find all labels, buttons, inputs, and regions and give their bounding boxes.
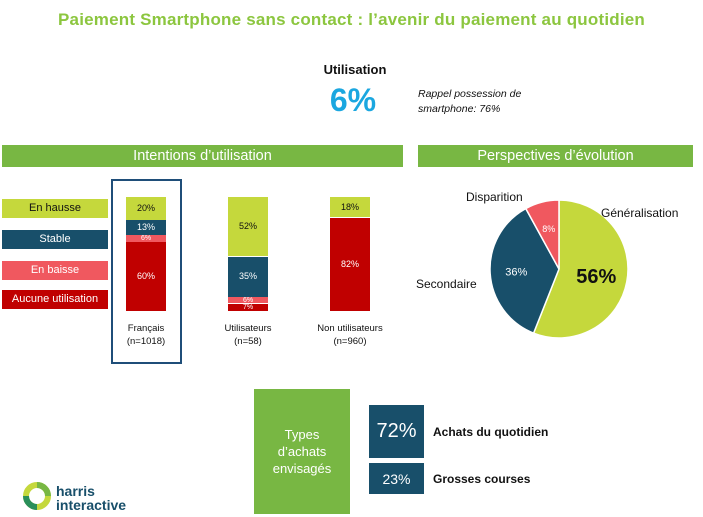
bar-segment: 82% — [330, 217, 370, 312]
logo-line-2: interactive — [56, 497, 127, 513]
types-line-2: d’achats — [277, 444, 327, 459]
bar-segment: 13% — [126, 220, 166, 235]
legend-aucune-utilisation: Aucune utilisation — [2, 290, 108, 309]
bar-category-label: Français (n=1018) — [126, 323, 166, 347]
types-line-1: Types — [284, 427, 320, 442]
harris-logo — [22, 481, 52, 516]
rappel-line-2: smartphone: 76% — [418, 103, 501, 115]
achats-quotidien-label: Achats du quotidien — [433, 425, 549, 439]
legend-en-hausse: En hausse — [2, 199, 108, 218]
pie-value-label: 8% — [542, 224, 555, 234]
stacked-bar-chart: 20% 13% 6% 60% Français (n=1018) 52% 35% 6% 7% Uti… — [0, 0, 420, 360]
pie-chart: 56% 36% 8% — [489, 199, 629, 339]
legend-stable: Stable — [2, 230, 108, 249]
bar-category-label: Non utilisateurs (n=960) — [317, 323, 383, 347]
highlight-box — [111, 179, 182, 364]
utilisation-value: 6% — [329, 82, 377, 118]
grosses-courses-value: 23% — [369, 463, 424, 494]
harris-logo-icon — [23, 482, 51, 510]
pie-label-disparition: Disparition — [466, 190, 523, 204]
page-title: Paiement Smartphone sans contact : l’ave… — [58, 10, 645, 29]
pie-slice — [532, 199, 629, 339]
achats-quotidien-value: 72% — [369, 405, 424, 458]
pie-value-label: 36% — [505, 267, 527, 279]
bar-segment: 6% — [228, 297, 268, 304]
bar-segment: 35% — [228, 256, 268, 297]
types-line-3: envisagés — [272, 461, 332, 476]
bar-segment: 20% — [126, 197, 166, 220]
bar-segment: 6% — [126, 235, 166, 242]
bar-segment: 60% — [126, 242, 166, 312]
bar-segment: 18% — [330, 197, 370, 218]
bar-segment: 7% — [228, 303, 268, 312]
perspectives-header: Perspectives d’évolution — [418, 145, 693, 167]
bar-category-label: Utilisateurs (n=58) — [224, 323, 272, 347]
rappel-line-1: Rappel possession de — [418, 88, 522, 100]
grosses-courses-label: Grosses courses — [433, 472, 531, 486]
legend-en-baisse: En baisse — [2, 261, 108, 280]
utilisation-label: Utilisation — [323, 62, 387, 77]
pie-slice — [524, 199, 560, 270]
pie-slice — [489, 207, 560, 335]
intentions-header: Intentions d’utilisation — [2, 145, 403, 167]
types-achats-box: Types d’achats envisagés — [254, 389, 350, 514]
pie-value-label: 56% — [576, 266, 616, 288]
pie-label-generalisation: Généralisation — [601, 206, 679, 220]
logo-line-1: harris — [56, 483, 95, 499]
rappel-note: Rappel possession de smartphone: 76% — [418, 87, 578, 117]
bar-segment: 52% — [228, 197, 268, 257]
pie-label-secondaire: Secondaire — [416, 277, 477, 291]
